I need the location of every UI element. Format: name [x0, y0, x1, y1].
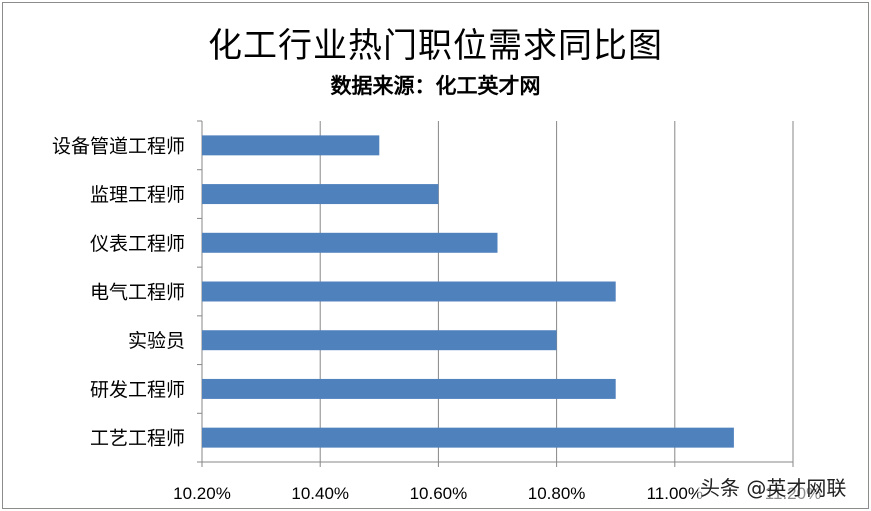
category-label: 研发工程师 [90, 379, 185, 401]
bar [202, 427, 734, 448]
bar [202, 135, 380, 156]
x-tick-label: 10.20% [173, 484, 231, 503]
x-tick-label: 10.40% [291, 484, 349, 503]
x-tick-label: 10.60% [410, 484, 468, 503]
chart-subtitle: 数据来源：化工英才网 [330, 74, 541, 98]
x-tick-label: 11.00% [647, 484, 703, 503]
category-label: 监理工程师 [90, 184, 185, 206]
bar [202, 378, 616, 399]
category-label: 仪表工程师 [90, 233, 185, 255]
bar [202, 232, 498, 253]
category-label: 实验员 [128, 330, 185, 352]
watermark: 头条 @英才网联 [698, 472, 849, 501]
x-tick-label: 10.80% [528, 484, 586, 503]
bar [202, 330, 557, 351]
bar [202, 184, 439, 205]
category-label: 设备管道工程师 [52, 135, 185, 157]
chart-title: 化工行业热门职位需求同比图 [208, 26, 663, 66]
category-label: 电气工程师 [90, 282, 185, 304]
category-label: 工艺工程师 [90, 428, 185, 450]
bar [202, 281, 616, 302]
